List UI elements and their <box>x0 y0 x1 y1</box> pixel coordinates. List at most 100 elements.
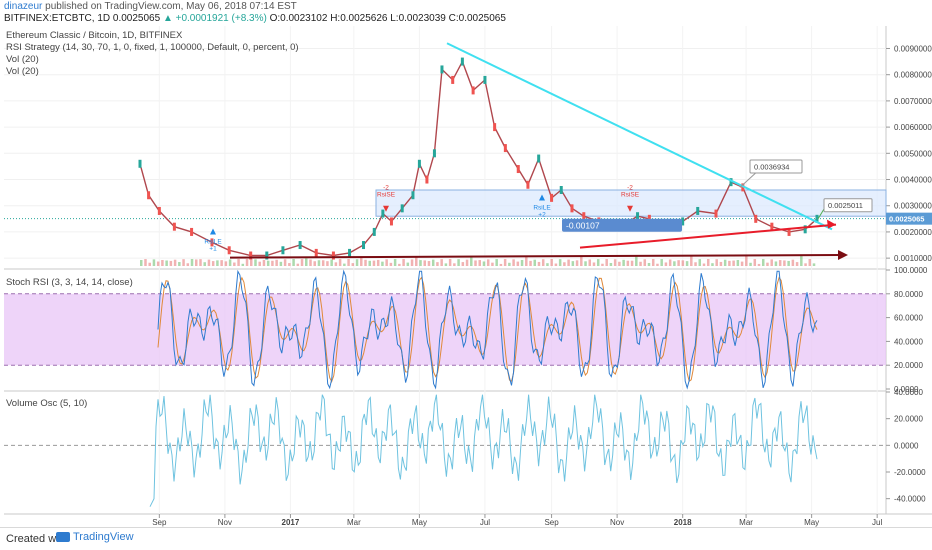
candle-down <box>471 86 475 95</box>
measure-box <box>562 218 682 232</box>
volume-bar <box>140 260 143 266</box>
volume-bar <box>364 259 367 266</box>
volume-bar <box>651 259 655 266</box>
volume-bar <box>732 260 735 266</box>
volume-bar <box>749 262 752 266</box>
volume-bar <box>186 263 190 266</box>
time-tick-label: 2017 <box>282 518 300 527</box>
candle-down <box>503 144 507 153</box>
volume-bar <box>233 262 236 266</box>
volume-bar <box>385 259 388 266</box>
volume-bar <box>656 263 659 266</box>
volume-bar <box>529 260 532 266</box>
footer-bar: Created with TradingView <box>0 527 932 550</box>
volume-bar <box>330 259 333 266</box>
volume-bar <box>199 259 202 266</box>
candle-down <box>714 209 718 218</box>
vosc-tick-label: 0.0000 <box>894 441 919 450</box>
volume-bar <box>719 261 723 266</box>
volume-bar <box>677 260 680 266</box>
username-link[interactable]: dinazeur <box>4 1 43 12</box>
candle-down <box>249 251 253 260</box>
time-tick-label: May <box>804 518 819 527</box>
callout-high-label: 0.0036934 <box>754 163 789 172</box>
volume-bar <box>389 262 393 266</box>
candle-up <box>460 57 464 66</box>
volume-bar <box>431 259 435 266</box>
price-tick-label: 0.0040000 <box>894 176 932 185</box>
support-zone-box <box>375 189 887 217</box>
candle-down <box>516 165 520 174</box>
volume-bar <box>300 259 304 266</box>
volume-bar <box>161 260 164 266</box>
footer-created: Created with <box>6 533 68 545</box>
volume-bar <box>546 263 549 266</box>
candle-up <box>372 227 376 236</box>
tradingview-brand[interactable]: TradingView <box>56 531 134 543</box>
volume-bar <box>254 259 257 266</box>
volume-bar <box>410 259 414 266</box>
ohlc-line: BITFINEX:ETCBTC, 1D 0.0025065 ▲ +0.00019… <box>4 13 506 24</box>
volume-bar <box>728 260 731 266</box>
volume-bar <box>419 260 422 266</box>
stoch-tick-label: 40.0000 <box>894 337 923 346</box>
volume-bar <box>144 259 147 266</box>
candle-down <box>210 238 214 247</box>
volume-bar <box>317 260 321 266</box>
candle-up <box>636 212 640 221</box>
candle-up <box>440 65 444 74</box>
candle-down <box>157 206 161 215</box>
volume-bar <box>360 257 363 266</box>
candle-down <box>526 180 530 189</box>
stoch-tick-label: 100.0000 <box>894 266 928 275</box>
candle-up <box>298 241 302 250</box>
candle-down <box>314 248 318 257</box>
volume-bar <box>195 259 198 266</box>
candle-down <box>172 222 176 231</box>
volume-bar <box>537 261 541 266</box>
volume-bar <box>575 260 579 266</box>
volume-bar <box>465 259 469 266</box>
candle-up <box>138 159 142 168</box>
volume-bar <box>169 260 173 266</box>
volume-bar <box>368 260 371 266</box>
volume-bar <box>541 259 545 266</box>
volume-bar <box>723 259 727 266</box>
volume-bar <box>512 259 515 266</box>
time-tick-label: Mar <box>739 518 753 527</box>
volume-bar <box>296 263 300 266</box>
stoch-band <box>4 293 886 366</box>
time-tick-label: May <box>412 518 427 527</box>
volume-bar <box>791 259 795 266</box>
volume-bar <box>245 259 249 266</box>
volume-bar <box>309 259 312 266</box>
volume-bar <box>482 261 486 266</box>
vosc-line <box>149 394 818 507</box>
vosc-tick-label: 20.0000 <box>894 415 923 424</box>
ticker: BITFINEX:ETCBTC, 1D 0.0025065 <box>4 13 161 24</box>
volume-bar <box>453 263 456 266</box>
volume-bar <box>613 259 617 266</box>
candle-up <box>432 149 436 158</box>
volume-bar <box>745 255 748 266</box>
volume-bar <box>448 259 452 266</box>
volume-bar <box>173 259 177 266</box>
price-tick-label: 0.0010000 <box>894 254 932 263</box>
volume-bar <box>673 261 676 266</box>
volume-bar <box>499 263 503 266</box>
volume-bar <box>774 261 778 266</box>
uptrend-arrowhead <box>827 219 836 229</box>
volume-bar <box>554 263 558 266</box>
volume-bar <box>495 259 498 266</box>
time-tick-label: Jul <box>480 518 490 527</box>
volume-bar <box>766 262 769 266</box>
legend-symbol: Ethereum Classic / Bitcoin, 1D, BITFINEX <box>6 30 183 41</box>
volume-bar <box>761 259 765 266</box>
volume-bar <box>237 259 240 266</box>
volume-bar <box>622 259 625 266</box>
candle-up <box>681 217 685 226</box>
stoch-tick-label: 0.0000 <box>894 385 919 394</box>
callout-close-label: 0.0025011 <box>828 201 863 210</box>
volume-bar <box>220 260 223 266</box>
candle-down <box>493 123 497 132</box>
